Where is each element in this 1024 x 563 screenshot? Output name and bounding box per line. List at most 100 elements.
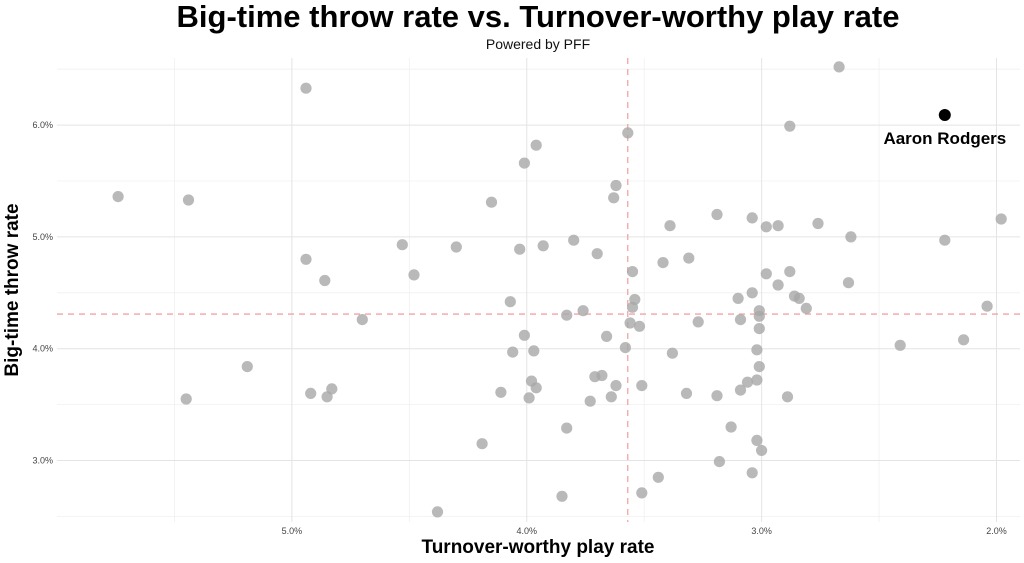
data-point	[652, 471, 664, 483]
data-point	[624, 317, 636, 329]
data-point	[772, 220, 784, 232]
data-point	[981, 300, 993, 312]
data-point	[833, 61, 845, 73]
data-point	[180, 393, 192, 405]
data-point	[319, 274, 331, 287]
data-point	[356, 314, 368, 326]
data-point	[894, 339, 906, 351]
data-point	[408, 269, 420, 281]
data-point	[495, 386, 507, 398]
x-tick-label: 3.0%	[751, 526, 772, 536]
data-point	[523, 392, 535, 404]
highlight-point	[938, 109, 951, 121]
x-tick-label: 5.0%	[282, 526, 303, 536]
data-point	[112, 191, 124, 203]
data-point	[591, 248, 603, 260]
data-point	[746, 287, 758, 299]
data-point	[711, 390, 723, 402]
data-point	[793, 292, 805, 304]
y-tick-label: 5.0%	[32, 232, 53, 242]
chart-title: Big-time throw rate vs. Turnover-worthy …	[177, 0, 900, 34]
data-point	[507, 346, 519, 358]
data-point	[746, 212, 758, 224]
data-point	[504, 296, 516, 308]
y-tick-label: 4.0%	[32, 344, 53, 354]
data-point	[528, 345, 540, 357]
data-point	[605, 391, 617, 403]
data-point	[760, 268, 772, 280]
x-axis-title: Turnover-worthy play rate	[422, 537, 655, 558]
data-point	[300, 253, 312, 265]
data-point	[241, 361, 253, 373]
data-point	[596, 369, 608, 382]
data-point	[734, 314, 747, 326]
data-point	[326, 383, 338, 395]
data-point	[958, 334, 970, 346]
y-tick-label: 6.0%	[32, 120, 53, 130]
data-points	[112, 61, 1007, 518]
data-point	[760, 221, 772, 233]
data-point	[725, 421, 737, 433]
data-point	[584, 395, 596, 407]
data-point	[514, 243, 526, 255]
data-point	[518, 329, 531, 341]
data-point	[753, 323, 765, 335]
data-point	[751, 344, 763, 356]
data-point	[842, 277, 855, 289]
x-axis-ticks: 5.0% 4.0% 3.0% 2.0%	[282, 526, 1007, 536]
data-point	[781, 391, 794, 403]
data-point	[561, 309, 573, 321]
data-point	[741, 376, 754, 388]
data-point	[601, 330, 613, 342]
data-point	[784, 120, 796, 132]
data-point	[431, 506, 444, 518]
data-point	[476, 438, 488, 450]
data-point	[577, 305, 589, 317]
data-point	[845, 231, 857, 243]
data-point	[753, 361, 765, 373]
data-point	[734, 384, 747, 396]
data-point	[305, 387, 317, 399]
data-point	[746, 467, 758, 479]
data-point	[995, 213, 1007, 225]
data-point	[556, 490, 568, 502]
data-point	[450, 241, 462, 253]
data-point	[626, 266, 639, 278]
data-point	[711, 208, 723, 221]
data-point	[751, 434, 763, 446]
data-point	[619, 342, 632, 354]
x-tick-label: 4.0%	[516, 526, 537, 536]
data-point	[713, 456, 726, 468]
data-point	[664, 220, 676, 232]
data-point	[939, 234, 951, 246]
data-point	[683, 252, 695, 264]
data-point	[756, 444, 768, 456]
data-point	[751, 374, 763, 386]
data-point	[657, 257, 669, 269]
data-point	[636, 380, 648, 392]
chart-subtitle: Powered by PFF	[486, 36, 590, 52]
data-point	[800, 302, 812, 314]
data-point	[784, 266, 796, 278]
data-point	[753, 310, 765, 322]
data-point	[732, 292, 744, 304]
data-point	[530, 382, 542, 394]
data-point	[610, 380, 622, 392]
highlight-group: Aaron Rodgers	[883, 109, 1006, 148]
data-point	[633, 320, 646, 332]
data-point	[636, 487, 648, 499]
data-point	[772, 279, 784, 291]
y-tick-label: 3.0%	[32, 456, 53, 466]
data-point	[692, 316, 704, 328]
data-point	[812, 217, 824, 230]
y-axis-title: Big-time throw rate	[2, 203, 23, 376]
highlight-label: Aaron Rodgers	[883, 129, 1006, 148]
x-tick-label: 2.0%	[986, 526, 1007, 536]
data-point	[610, 179, 622, 192]
data-point	[485, 196, 498, 208]
data-point	[568, 234, 580, 246]
data-point	[561, 422, 573, 434]
data-point	[680, 387, 693, 399]
